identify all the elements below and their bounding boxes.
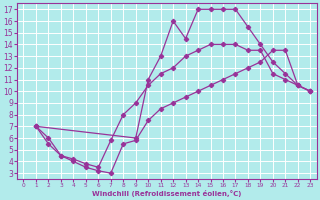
X-axis label: Windchill (Refroidissement éolien,°C): Windchill (Refroidissement éolien,°C) <box>92 190 242 197</box>
